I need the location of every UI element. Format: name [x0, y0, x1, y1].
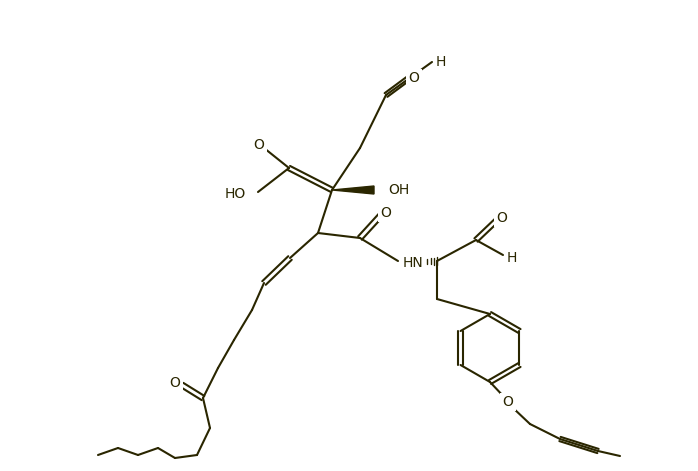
Text: HO: HO: [225, 187, 246, 201]
Text: O: O: [253, 138, 265, 152]
Text: OH: OH: [388, 183, 409, 197]
Text: O: O: [170, 376, 181, 390]
Text: HN: HN: [403, 256, 424, 270]
Text: O: O: [503, 395, 514, 409]
Text: O: O: [380, 206, 392, 220]
Text: O: O: [496, 211, 507, 225]
Text: H: H: [507, 251, 517, 265]
Text: H: H: [436, 55, 446, 69]
Text: O: O: [408, 71, 419, 85]
Polygon shape: [332, 186, 374, 194]
